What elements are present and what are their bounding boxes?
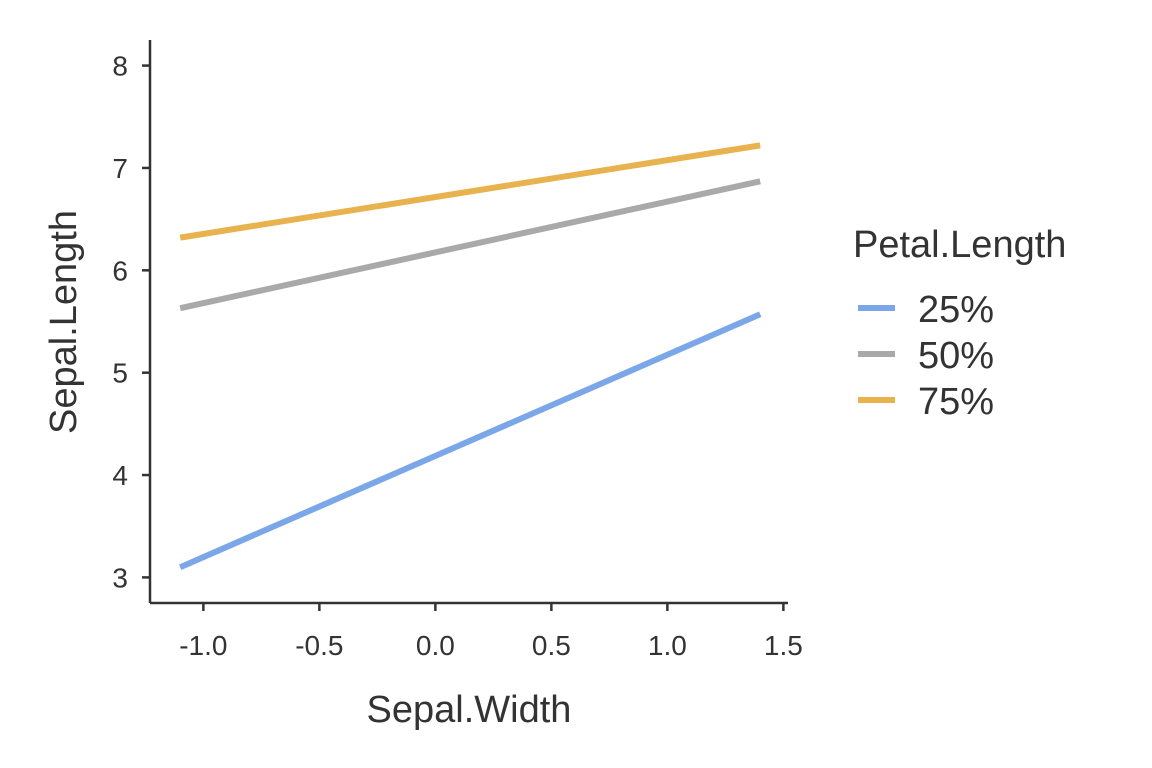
x-tick-label: 1.0 <box>648 630 687 661</box>
x-axis-title: Sepal.Width <box>367 689 572 731</box>
x-axis-ticks: -1.0 -0.5 0.0 0.5 1.0 1.5 <box>179 603 803 661</box>
legend-label: 50% <box>918 335 994 377</box>
x-tick-label: -1.0 <box>179 630 227 661</box>
legend-item-50pct: 50% <box>858 335 994 377</box>
plot-area: -1.0 -0.5 0.0 0.5 1.0 1.5 3 4 5 6 7 8 <box>112 40 803 661</box>
x-tick-label: 1.5 <box>764 630 803 661</box>
y-tick-label: 5 <box>112 358 128 389</box>
y-axis-title: Sepal.Length <box>43 210 85 434</box>
legend-item-75pct: 75% <box>858 381 994 423</box>
y-tick-label: 6 <box>112 255 128 286</box>
y-tick-label: 8 <box>112 51 128 82</box>
legend-items: 25%50%75% <box>858 289 994 423</box>
series-layer <box>179 142 762 570</box>
x-tick-label: -0.5 <box>295 630 343 661</box>
y-tick-label: 3 <box>112 562 128 593</box>
x-tick-label: 0.0 <box>416 630 455 661</box>
x-tick-label: 0.5 <box>532 630 571 661</box>
series-line-75pct <box>179 142 761 241</box>
legend: Petal.Length 25%50%75% <box>853 224 1066 423</box>
legend-label: 75% <box>918 381 994 423</box>
y-tick-label: 7 <box>112 153 128 184</box>
y-tick-label: 4 <box>112 460 128 491</box>
legend-item-25pct: 25% <box>858 289 994 331</box>
y-axis-ticks: 3 4 5 6 7 8 <box>112 51 150 593</box>
legend-label: 25% <box>918 289 994 331</box>
series-line-25pct <box>179 311 762 570</box>
legend-title: Petal.Length <box>853 224 1066 266</box>
series-line-50pct <box>179 178 761 312</box>
